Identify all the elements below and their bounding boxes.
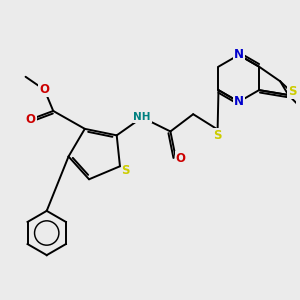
Text: N: N: [234, 49, 244, 62]
Text: NH: NH: [133, 112, 151, 122]
Text: S: S: [213, 128, 222, 142]
Text: S: S: [288, 85, 296, 98]
Text: S: S: [122, 164, 130, 177]
Text: O: O: [176, 152, 185, 165]
Text: N: N: [234, 95, 244, 108]
Text: O: O: [39, 83, 50, 96]
Text: O: O: [26, 112, 36, 126]
